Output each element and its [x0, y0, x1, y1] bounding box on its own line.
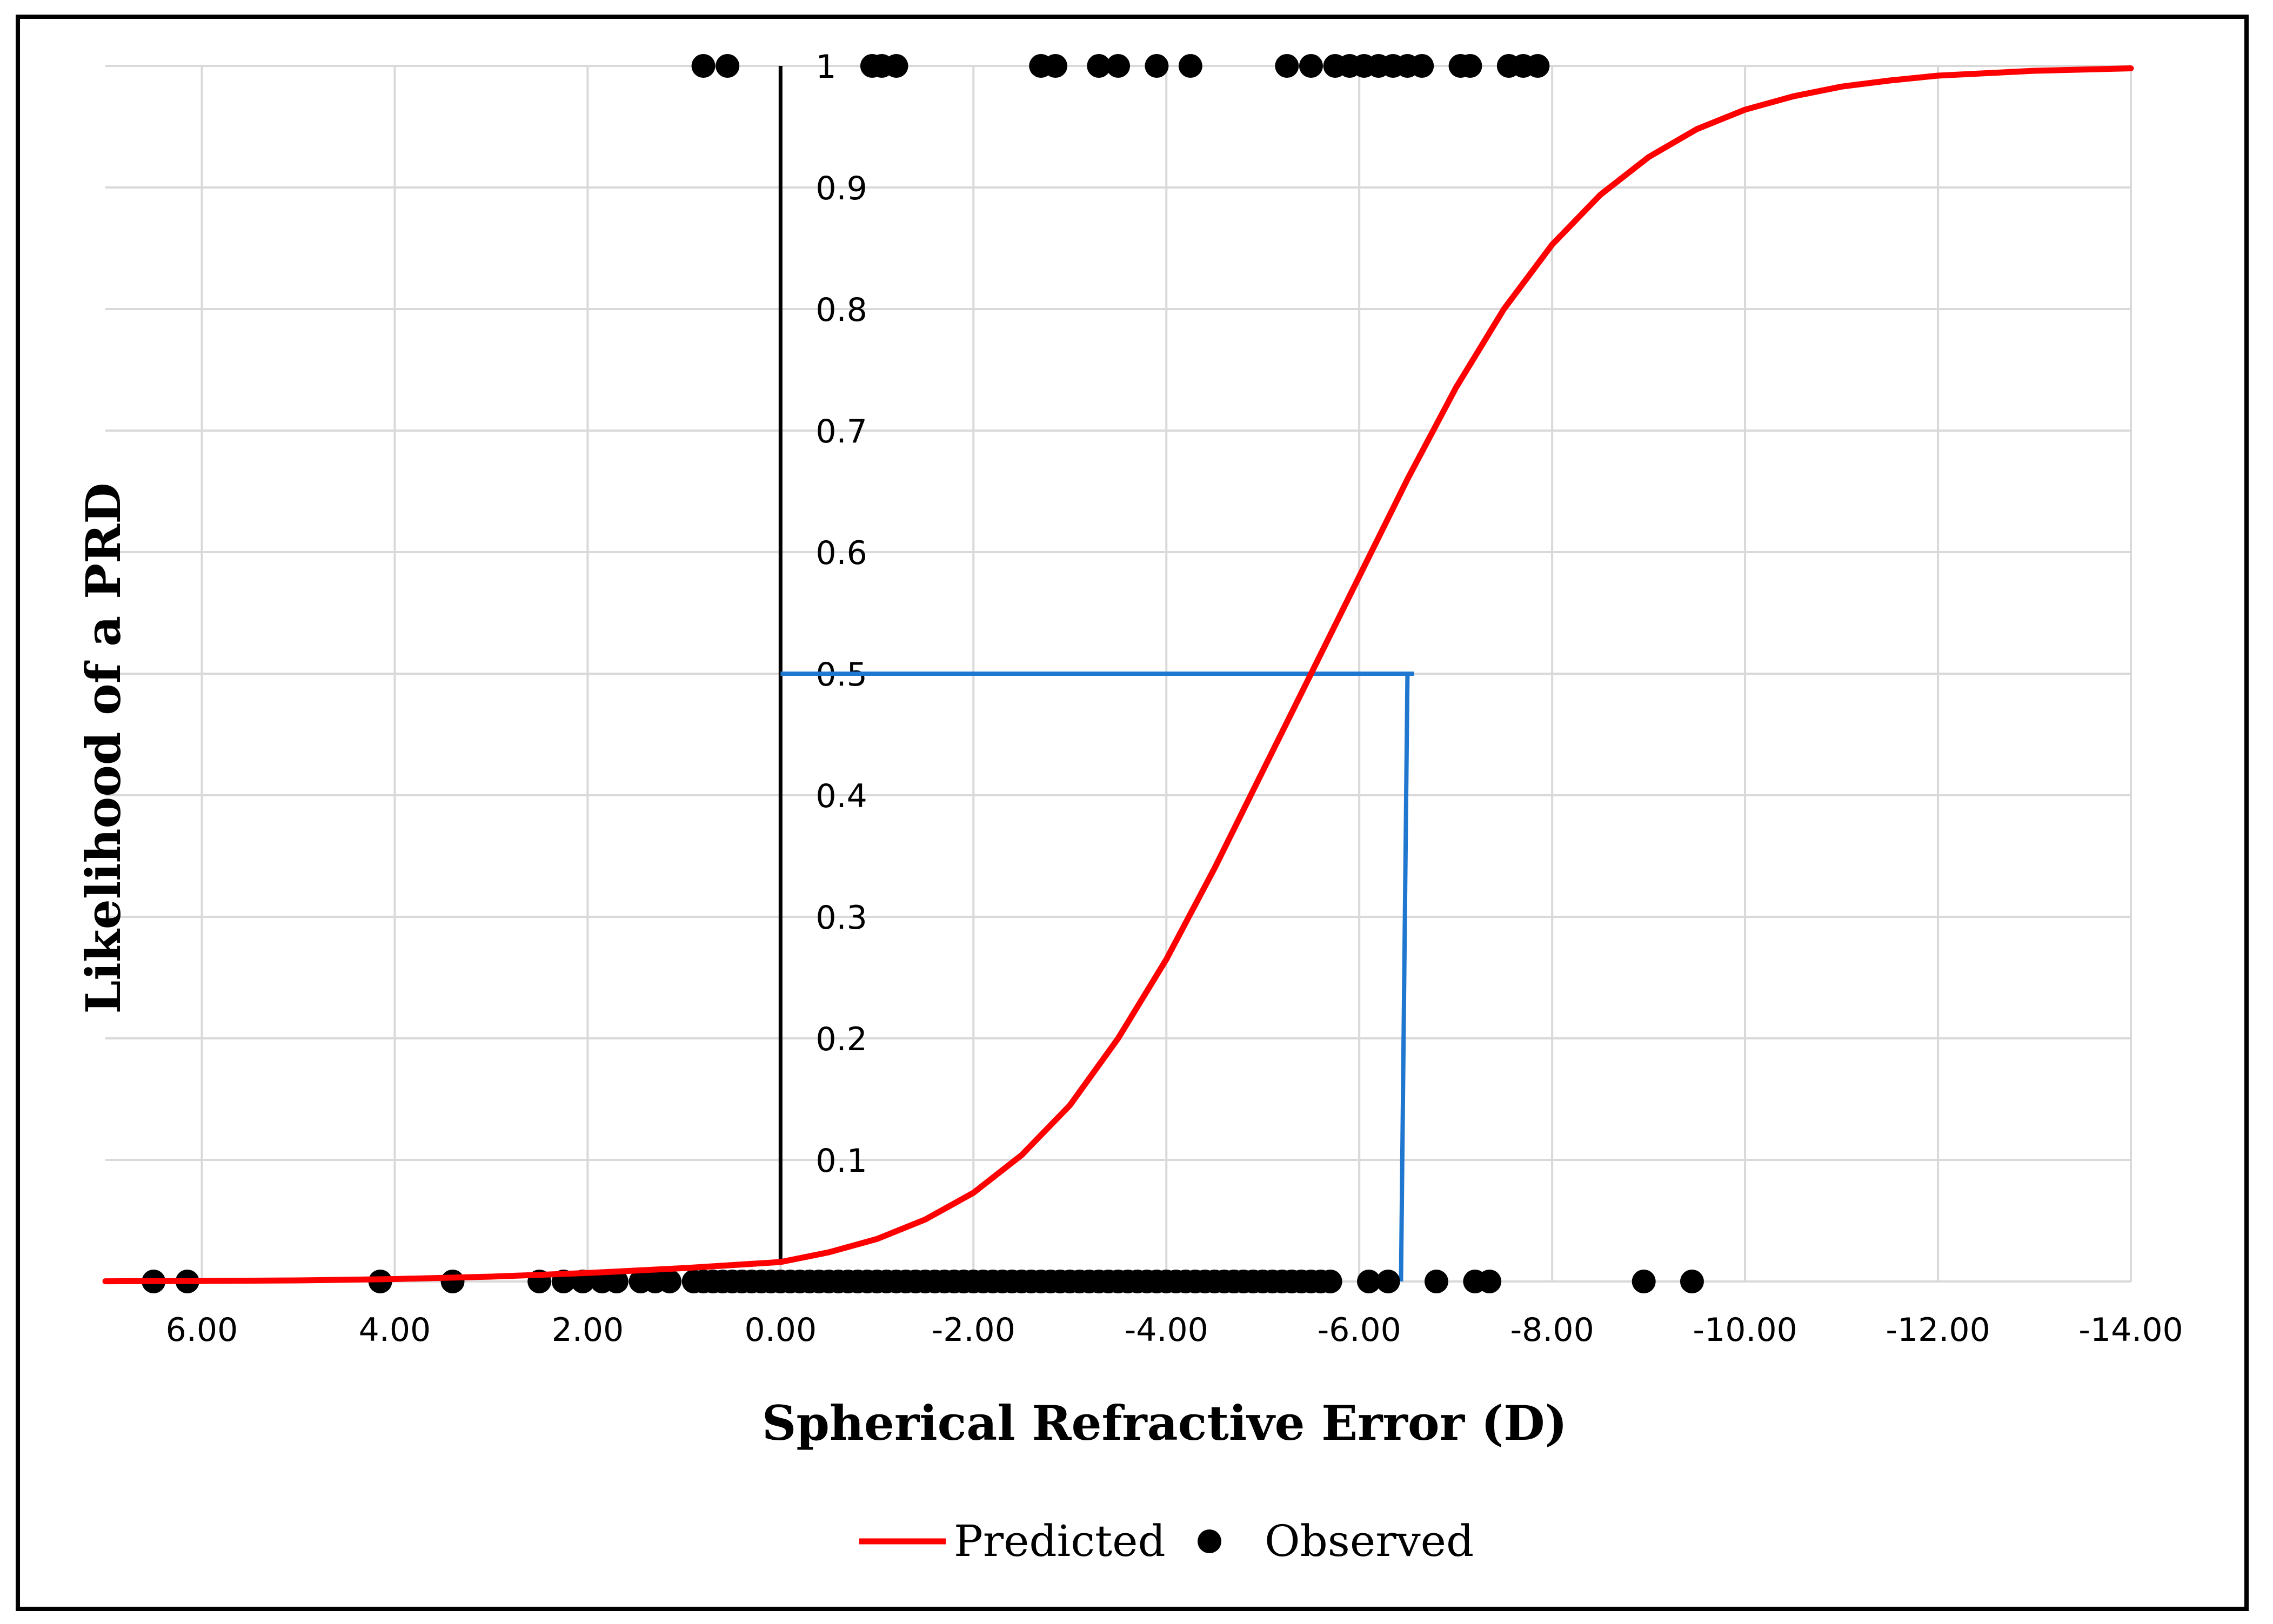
- x-tick-labels: 6.00 4.00 2.00 0.00 -2.00 -4.00 -6.00 -8.00 -10.…: [166, 1311, 2183, 1349]
- legend-predicted-label: Predicted: [954, 1516, 1166, 1566]
- predicted-series-line: [102, 65, 2134, 1285]
- legend-observed-label: Observed: [1265, 1516, 1474, 1566]
- threshold-vertical-line: [1399, 673, 1410, 1282]
- x-tick-label: 6.00: [166, 1311, 238, 1349]
- chart-border: [16, 15, 2249, 1611]
- x-tick-label: -10.00: [1693, 1311, 1797, 1349]
- observed-point: [1275, 54, 1299, 78]
- y-tick-label: 0.6: [815, 534, 867, 572]
- observed-point: [1478, 1270, 1502, 1293]
- legend: Predicted Observed: [859, 1516, 1474, 1566]
- y-tick-label: 1: [815, 48, 836, 86]
- x-tick-label: -14.00: [2078, 1311, 2183, 1349]
- y-tick-label: 0.1: [815, 1142, 867, 1180]
- x-axis-title: Spherical Refractive Error (D): [762, 1395, 1567, 1451]
- observed-point: [1145, 54, 1169, 78]
- y-tick-label: 0.9: [815, 170, 867, 207]
- observed-point: [1299, 54, 1323, 78]
- x-tick-label: 4.00: [359, 1311, 431, 1349]
- observed-point: [716, 54, 740, 78]
- y-axis-title: Likelihood of a PRD: [75, 482, 131, 1014]
- x-tick-label: -4.00: [1125, 1311, 1208, 1349]
- observed-point: [658, 1270, 682, 1293]
- x-tick-label: 2.00: [552, 1311, 624, 1349]
- observed-point: [604, 1270, 629, 1293]
- x-tick-label: -8.00: [1510, 1311, 1594, 1349]
- x-tick-label: -6.00: [1318, 1311, 1401, 1349]
- y-tick-labels: 0.10.20.30.40.50.60.70.80.91: [815, 48, 867, 1180]
- x-tick-label: 0.00: [745, 1311, 817, 1349]
- observed-point: [1376, 1270, 1400, 1293]
- observed-series: [142, 54, 1704, 1293]
- observed-point: [1458, 54, 1482, 78]
- x-tick-label: -12.00: [1886, 1311, 1990, 1349]
- observed-point: [1357, 1270, 1381, 1293]
- observed-point: [440, 1270, 465, 1293]
- observed-point: [1106, 54, 1130, 78]
- observed-point: [1043, 54, 1067, 78]
- observed-point: [1680, 1270, 1704, 1293]
- observed-point: [884, 54, 908, 78]
- y-tick-label: 0.3: [815, 899, 867, 937]
- y-tick-label: 0.2: [815, 1021, 867, 1058]
- observed-point: [1526, 54, 1550, 78]
- observed-point: [1087, 54, 1111, 78]
- observed-point: [1318, 1270, 1342, 1293]
- observed-point: [1632, 1270, 1656, 1293]
- x-tick-label: -2.00: [932, 1311, 1015, 1349]
- observed-point: [1410, 54, 1434, 78]
- y-tick-label: 0.7: [815, 413, 867, 451]
- y-tick-label: 0.4: [815, 777, 867, 815]
- observed-point: [691, 54, 716, 78]
- observed-point: [1178, 54, 1202, 78]
- y-tick-label: 0.8: [815, 291, 867, 329]
- legend-observed-marker: [1198, 1529, 1221, 1553]
- observed-point: [1424, 1270, 1448, 1293]
